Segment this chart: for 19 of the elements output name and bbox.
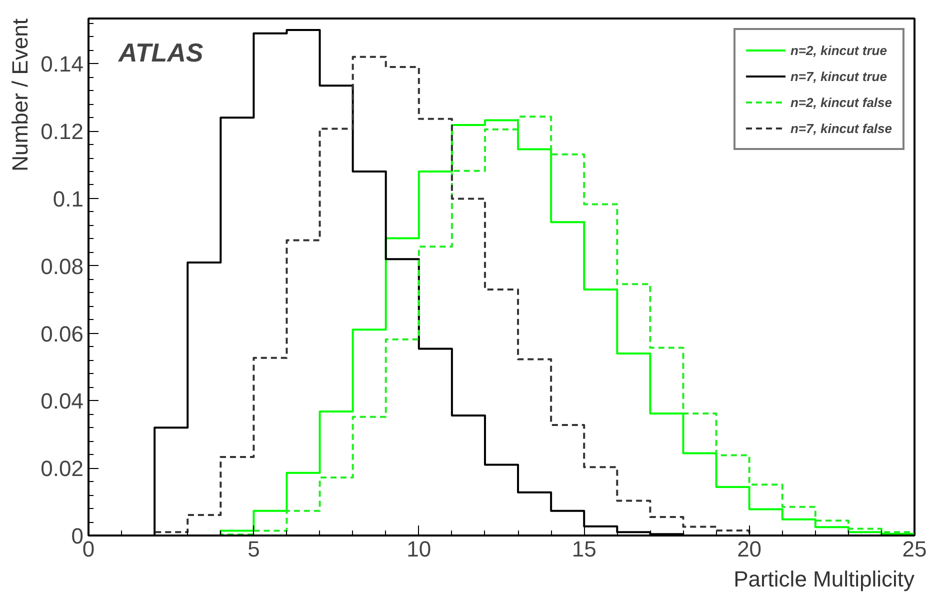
- annotation: ATLAS: [118, 38, 204, 68]
- y-tick-label: 0.14: [40, 52, 84, 77]
- legend-label: n=7, kincut true: [790, 68, 887, 84]
- y-tick-label: 0.12: [40, 119, 84, 144]
- x-axis-title: Particle Multiplicity: [734, 566, 915, 592]
- x-tick-label: 10: [406, 536, 432, 562]
- x-tick-label: 15: [572, 536, 596, 562]
- x-tick-label: 5: [248, 536, 260, 562]
- y-tick-label: 0.04: [40, 388, 84, 414]
- y-tick-label: 0.08: [40, 254, 84, 279]
- y-tick-label: 0.02: [40, 456, 84, 482]
- legend-label: n=2, kincut true: [790, 42, 887, 58]
- x-tick-label: 25: [902, 536, 927, 562]
- legend-label: n=2, kincut false: [790, 94, 892, 110]
- legend-label: n=7, kincut false: [790, 120, 892, 136]
- y-axis-title: Number / Event: [8, 18, 32, 172]
- y-tick-label: 0.1: [52, 186, 84, 212]
- x-tick-label: 20: [737, 536, 762, 562]
- y-tick-label: 0.06: [40, 321, 84, 346]
